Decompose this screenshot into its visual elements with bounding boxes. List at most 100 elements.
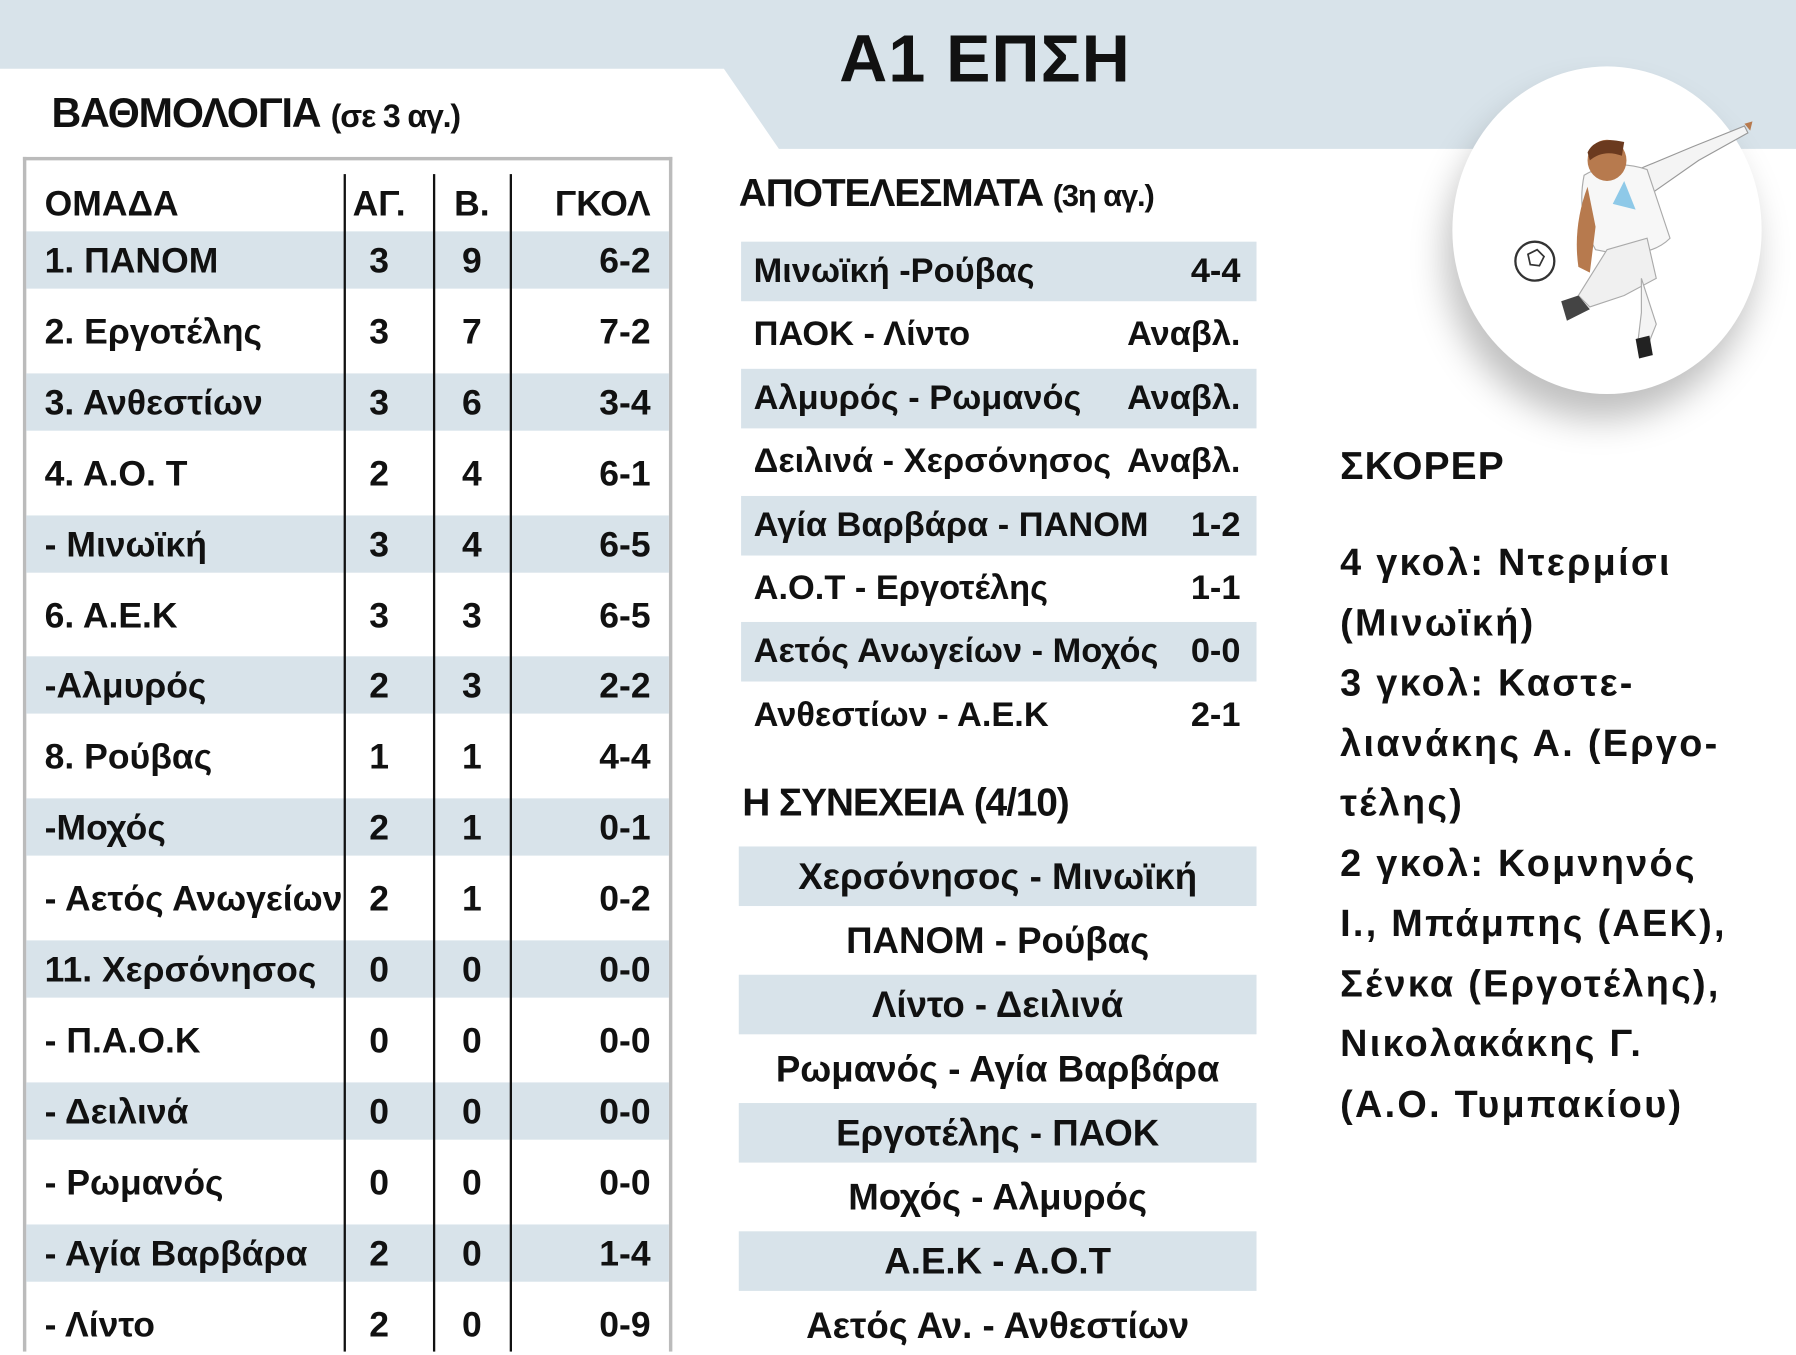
- fixture-row: Μοχός - Αλμυρός: [848, 1176, 1148, 1218]
- page-title: Α1 ΕΠΣΗ: [839, 21, 1131, 97]
- table-row: - Δειλινά 0 0 0-0: [26, 1082, 669, 1140]
- scorer-line: Νικολακάκης Γ.: [1340, 1021, 1644, 1065]
- games-played: 2: [369, 665, 390, 707]
- games-played: 0: [369, 1091, 390, 1132]
- standings-table: ΟΜΑΔΑ ΑΓ. Β. ΓΚΟΛ 1. ΠΑΝΟΜ 3 9 6-2 2. Εργοτέ…: [22, 156, 673, 1352]
- standings-note: (σε 3 αγ.): [330, 98, 461, 135]
- goals: 6-5: [599, 524, 651, 565]
- table-row: 6. Α.Ε.Κ 3 3 6-5: [26, 586, 669, 643]
- points: 0: [462, 949, 482, 990]
- results-heading: ΑΠΟΤΕΛΕΣΜΑΤΑ (3η αγ.): [739, 172, 1155, 217]
- points: 6: [462, 382, 482, 423]
- table-row: - Ρωμανός 0 0 0-0: [26, 1153, 669, 1210]
- result-row: Αγία Βαρβάρα - ΠΑΝΟΜ 1-2: [741, 495, 1257, 556]
- games-played: 3: [369, 311, 390, 352]
- games-played: 2: [369, 1304, 390, 1345]
- team-name: -Αλμυρός: [44, 665, 207, 707]
- match: Αγία Βαρβάρα - ΠΑΝΟΜ: [753, 505, 1149, 544]
- score: 1-1: [1190, 569, 1241, 608]
- points: 0: [462, 1304, 482, 1345]
- score: 1-2: [1190, 505, 1241, 544]
- score: Αναβλ.: [1127, 315, 1241, 354]
- games-played: 2: [369, 807, 390, 848]
- fixture-row: Α.Ε.Κ - Α.Ο.Τ: [738, 1231, 1257, 1291]
- points: 0: [462, 1091, 482, 1132]
- team-name: 3. Ανθεστίων: [44, 382, 263, 423]
- team-name: 6. Α.Ε.Κ: [44, 595, 178, 636]
- scorers-list: 4 γκολ: Ντερμίσι (Μινωϊκή) 3 γκολ: Καστε-λ…: [1340, 533, 1787, 1134]
- result-row: Ανθεστίων - Α.Ε.Κ 2-1: [741, 686, 1256, 746]
- scorer-line: 2 γκολ: Κομνηνός: [1340, 841, 1697, 884]
- scorer-line: Ι., Μπάμπης (ΑΕΚ),: [1340, 901, 1727, 944]
- games-played: 3: [369, 240, 390, 281]
- games-played: 0: [369, 1162, 390, 1203]
- scorers-heading: ΣΚΟΡΕΡ: [1340, 444, 1505, 488]
- team-name: 8. Ρούβας: [44, 736, 213, 777]
- goals: 0-0: [599, 1091, 651, 1132]
- score: 4-4: [1190, 251, 1241, 290]
- points: 9: [462, 240, 482, 281]
- result-row: Μινωϊκή -Ρούβας 4-4: [741, 241, 1257, 302]
- match: Αλμυρός - Ρωμανός: [753, 378, 1082, 417]
- table-row: 4. Α.Ο. Τ 2 4 6-1: [26, 444, 669, 501]
- goals: 3-4: [599, 382, 651, 423]
- games-played: 2: [369, 878, 390, 919]
- games-played: 0: [369, 1020, 390, 1061]
- table-row: 1. ΠΑΝΟΜ 3 9 6-2: [26, 231, 669, 289]
- table-row: 3. Ανθεστίων 3 6 3-4: [26, 373, 669, 431]
- table-row: - Π.Α.Ο.Κ 0 0 0-0: [26, 1011, 669, 1068]
- match: Α.Ο.Τ - Εργοτέλης: [753, 569, 1048, 608]
- goals: 0-0: [599, 1162, 651, 1203]
- divider: [509, 174, 512, 1352]
- header-band: [0, 0, 1796, 149]
- team-name: 4. Α.Ο. Τ: [44, 453, 188, 494]
- goals: 2-2: [599, 665, 651, 707]
- result-row: Αλμυρός - Ρωμανός Αναβλ.: [741, 368, 1257, 429]
- match: Μινωϊκή -Ρούβας: [753, 251, 1035, 290]
- team-name: - Π.Α.Ο.Κ: [44, 1020, 201, 1061]
- standings-title: ΒΑΘΜΟΛΟΓΙΑ: [51, 89, 322, 137]
- points: 0: [462, 1233, 482, 1274]
- games-played: 3: [369, 524, 390, 565]
- col-goals: ΓΚΟΛ: [554, 183, 651, 224]
- score: 2-1: [1190, 696, 1241, 734]
- fixture-row: Αετός Αν. - Ανθεστίων: [806, 1304, 1190, 1346]
- points: 0: [462, 1020, 482, 1061]
- scorer-line: Σένκα (Εργοτέλης),: [1340, 961, 1721, 1004]
- team-name: - Αγία Βαρβάρα: [44, 1233, 308, 1274]
- games-played: 1: [369, 736, 390, 777]
- divider: [432, 174, 436, 1352]
- results-note: (3η αγ.): [1052, 178, 1155, 214]
- team-name: - Δειλινά: [44, 1091, 189, 1132]
- goals: 6-1: [599, 453, 651, 494]
- standings-heading: ΒΑΘΜΟΛΟΓΙΑ (σε 3 αγ.): [51, 89, 462, 137]
- games-played: 3: [369, 595, 390, 636]
- goals: 7-2: [599, 311, 651, 352]
- col-team: ΟΜΑΔΑ: [44, 183, 179, 224]
- team-name: - Αετός Ανωγείων: [44, 878, 343, 919]
- col-points: Β.: [454, 183, 490, 224]
- table-row: -Μοχός 2 1 0-1: [26, 798, 669, 856]
- goals: 6-2: [599, 240, 651, 281]
- match: Ανθεστίων - Α.Ε.Κ: [753, 696, 1049, 734]
- team-name: - Λίντο: [44, 1304, 155, 1345]
- table-row: 11. Χερσόνησος 0 0 0-0: [26, 940, 669, 998]
- goals: 0-2: [599, 878, 651, 919]
- divider: [343, 174, 346, 1352]
- team-name: 2. Εργοτέλης: [44, 311, 263, 352]
- points: 7: [462, 311, 482, 352]
- fixture-row: Χερσόνησος - Μινωϊκή: [738, 846, 1257, 907]
- team-name: -Μοχός: [44, 807, 166, 848]
- table-row: - Αγία Βαρβάρα 2 0 1-4: [26, 1223, 669, 1282]
- team-name: 1. ΠΑΝΟΜ: [44, 240, 219, 281]
- table-row: -Αλμυρός 2 3 2-2: [26, 656, 669, 715]
- scorer-line: τέλης): [1340, 781, 1465, 824]
- match: Δειλινά - Χερσόνησος: [753, 442, 1112, 481]
- fixtures-heading: Η ΣΥΝΕΧΕΙΑ (4/10): [742, 781, 1070, 825]
- games-played: 2: [369, 453, 390, 494]
- result-row: Α.Ο.Τ - Εργοτέλης 1-1: [741, 559, 1256, 619]
- fixture-row: Ρωμανός - Αγία Βαρβάρα: [775, 1048, 1220, 1090]
- table-row: 8. Ρούβας 1 1 4-4: [26, 728, 669, 785]
- table-row: - Μινωϊκή 3 4 6-5: [26, 514, 669, 573]
